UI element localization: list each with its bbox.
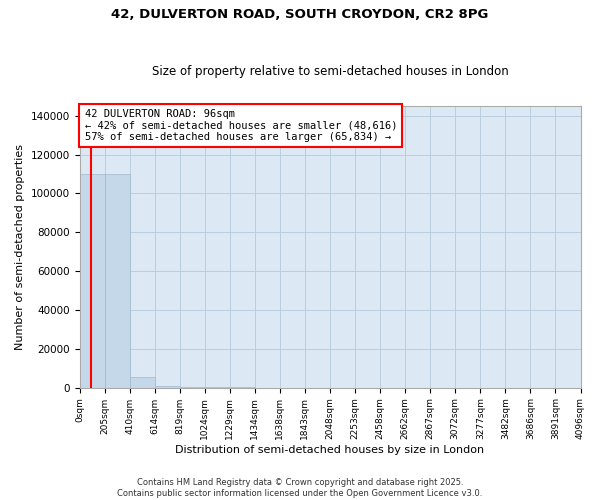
Bar: [130, 377, 155, 388]
Title: Size of property relative to semi-detached houses in London: Size of property relative to semi-detach…: [152, 66, 508, 78]
Y-axis label: Number of semi-detached properties: Number of semi-detached properties: [15, 144, 25, 350]
Text: 42 DULVERTON ROAD: 96sqm
← 42% of semi-detached houses are smaller (48,616)
57% : 42 DULVERTON ROAD: 96sqm ← 42% of semi-d…: [85, 109, 397, 142]
Text: Contains HM Land Registry data © Crown copyright and database right 2025.
Contai: Contains HM Land Registry data © Crown c…: [118, 478, 482, 498]
Text: 42, DULVERTON ROAD, SOUTH CROYDON, CR2 8PG: 42, DULVERTON ROAD, SOUTH CROYDON, CR2 8…: [112, 8, 488, 20]
Bar: [104, 174, 130, 388]
Bar: [80, 174, 104, 388]
Bar: [155, 386, 179, 388]
X-axis label: Distribution of semi-detached houses by size in London: Distribution of semi-detached houses by …: [175, 445, 485, 455]
